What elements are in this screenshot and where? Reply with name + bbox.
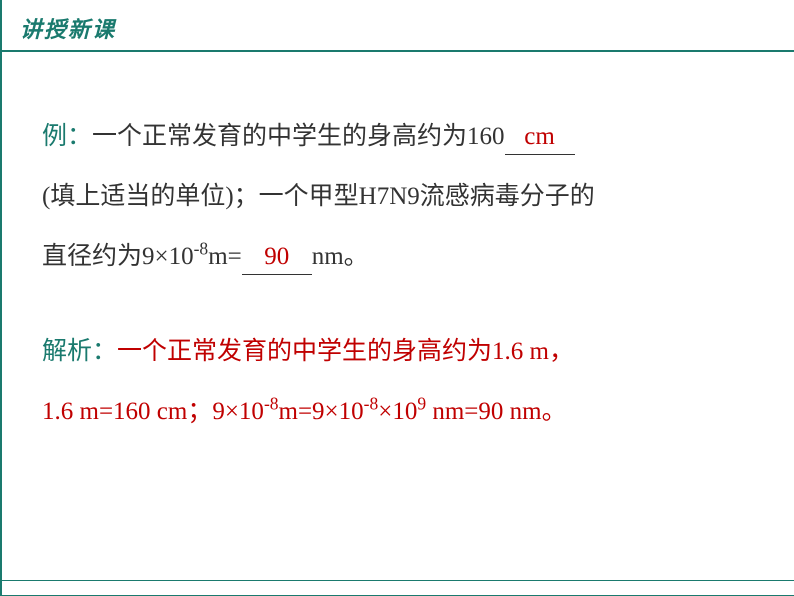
analysis-block: 解析：一个正常发育的中学生的身高约为1.6 m， 1.6 m=160 cm；9×… — [42, 322, 754, 442]
slide-container: 讲授新课 例：一个正常发育的中学生的身高约为160cm (填上适当的单位)；一个… — [0, 0, 794, 596]
slide-header: 讲授新课 — [2, 0, 794, 52]
example-block: 例：一个正常发育的中学生的身高约为160cm (填上适当的单位)；一个甲型H7N… — [42, 107, 754, 287]
analysis-label: 解析： — [42, 338, 117, 365]
analysis-exp-3: 9 — [417, 394, 426, 414]
analysis-exp-2: -8 — [364, 394, 379, 414]
analysis-2d: nm=90 nm。 — [426, 398, 567, 425]
blank-answer-2: 90 — [242, 242, 312, 275]
example-text-1: 一个正常发育的中学生的身高约为160 — [92, 123, 505, 150]
example-label: 例： — [42, 123, 92, 150]
example-text-3a: 直径约为9×10 — [42, 243, 194, 270]
bottom-divider — [2, 580, 794, 581]
analysis-2b: m=9×10 — [279, 398, 364, 425]
analysis-line-2: 1.6 m=160 cm；9×10-8m=9×10-8×109 nm=90 nm… — [42, 398, 567, 425]
example-text-4: nm。 — [312, 243, 369, 270]
analysis-line-1: 一个正常发育的中学生的身高约为1.6 m， — [117, 338, 574, 365]
example-text-2: (填上适当的单位)；一个甲型H7N9流感病毒分子的 — [42, 183, 595, 210]
analysis-2a: 1.6 m=160 cm；9×10 — [42, 398, 264, 425]
analysis-exp-1: -8 — [264, 394, 279, 414]
analysis-2c: ×10 — [378, 398, 417, 425]
slide-content: 例：一个正常发育的中学生的身高约为160cm (填上适当的单位)；一个甲型H7N… — [2, 52, 794, 442]
header-title: 讲授新课 — [20, 17, 116, 42]
example-text-3b: m= — [208, 243, 242, 270]
blank-answer-1: cm — [505, 122, 575, 155]
example-exp-1: -8 — [194, 239, 209, 259]
